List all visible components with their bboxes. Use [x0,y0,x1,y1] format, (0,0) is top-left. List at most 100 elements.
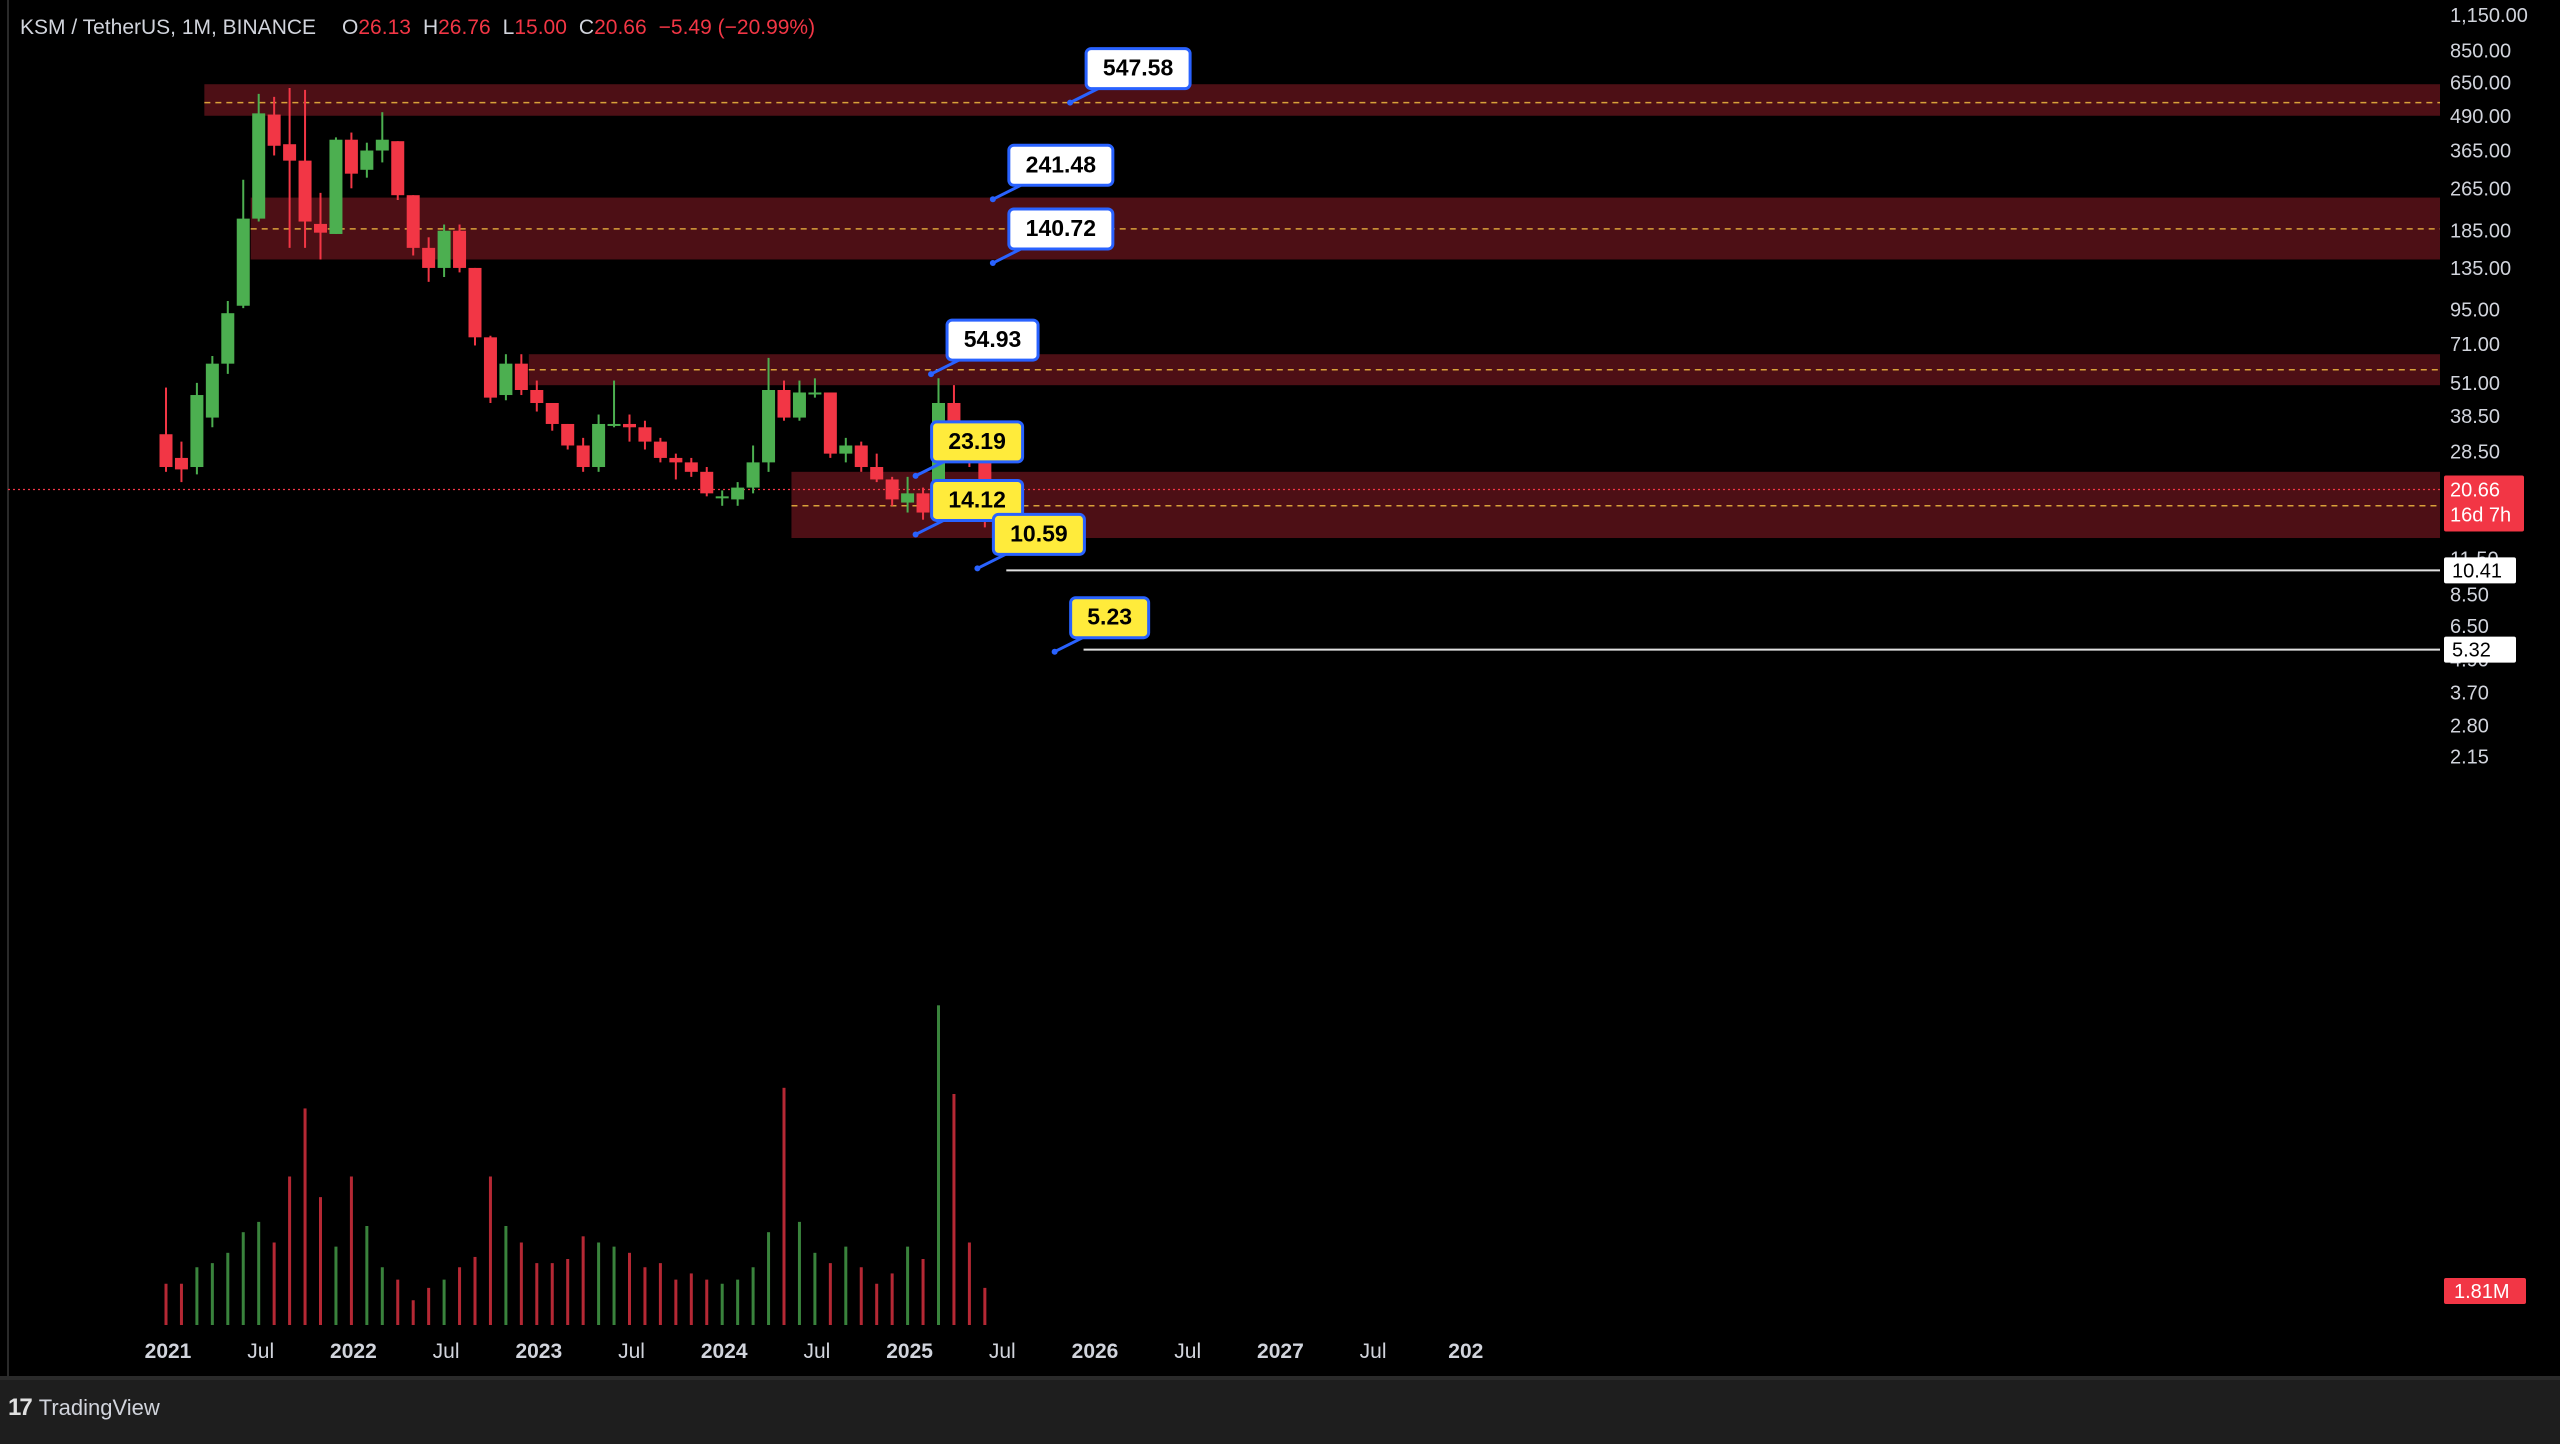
candle-body [576,445,590,468]
candle-body [885,479,899,500]
price-axis-tick: 28.50 [2450,442,2500,464]
price-axis-tick: 2.15 [2450,747,2489,769]
price-callout: 23.19 [912,420,1025,479]
candle [205,356,219,428]
candle [762,357,776,472]
candle-body [453,230,467,268]
candle [329,137,343,234]
callout-box [1069,596,1151,640]
price-chart[interactable]: 1,150.00 850.00 650.00 490.00 365.00 265.00 18… [0,0,2560,1376]
volume-bar [643,1267,647,1325]
current-price-label: 20.66 [2450,480,2500,502]
candle [885,476,899,506]
volume-bar [689,1273,693,1325]
volume-bar [241,1232,245,1325]
candle [375,112,389,163]
candle [468,267,482,346]
candle [792,380,806,421]
candle [576,437,590,472]
candle-body [777,390,791,418]
candle-body [344,139,358,174]
volume-bar [210,1263,214,1325]
time-axis-label: 2023 [515,1340,562,1363]
candle-body [700,471,714,494]
time-axis-label: Jul [1174,1340,1201,1363]
open-value: 26.13 [358,16,411,39]
price-line-label-text: 5.32 [2452,640,2491,662]
callout-label: 547.58 [1103,55,1174,81]
volume-badge-text: 1.81M [2454,1281,2510,1303]
volume-bar [396,1279,400,1325]
candle-body [653,441,667,458]
volume-bar [488,1176,492,1325]
candle-body [530,390,544,403]
volume-bar [195,1267,199,1325]
candle-body [561,423,575,446]
candle [638,420,652,450]
callout-anchor [912,531,919,538]
volume-bar [349,1176,353,1325]
callout-label: 5.23 [1087,604,1132,630]
price-callout: 547.58 [1067,47,1192,106]
supply-demand-zone [250,197,2441,260]
candle [344,132,358,189]
symbol-legend: KSM / TetherUS, 1M, BINANCE O 26.13 H 26.7… [20,16,815,44]
candle-body [267,114,281,146]
candle-body [205,363,219,418]
time-axis-label: 2026 [1072,1340,1119,1363]
price-callout: 14.12 [912,478,1025,538]
volume-bar [782,1087,786,1325]
volume-bar [828,1263,832,1325]
current-price-badge-bg [2444,475,2524,532]
volume-bar [566,1259,570,1325]
volume-bar [658,1263,662,1325]
volume-badge: 1.81M [2444,1278,2526,1304]
volume-bar [179,1283,183,1325]
price-axis-tick: 95.00 [2450,299,2500,321]
candle-countdown-label: 16d 7h [2450,505,2511,527]
volume-bar [597,1242,601,1325]
time-axis-label: 2027 [1257,1340,1304,1363]
candle-body [607,423,621,426]
volume-bar [411,1300,415,1325]
time-axis-label: Jul [803,1340,830,1363]
price-line-label: 10.41 [2444,557,2516,584]
candle [870,453,884,483]
candle-body [329,139,343,234]
price-axis [2440,0,2560,1376]
volume-bar [288,1176,292,1325]
high-value: 26.76 [438,16,491,39]
candle [236,179,250,309]
candle [159,387,173,472]
symbol-name[interactable]: KSM / TetherUS, 1M, BINANCE [20,16,317,39]
volume-bar [859,1267,863,1325]
candle-body [360,150,374,170]
price-axis-tick: 850.00 [2450,41,2511,63]
callout-box [930,420,1025,464]
callout-anchor [1051,648,1058,655]
candle-body [406,195,420,248]
candle-body [792,392,806,418]
price-axis-tick: 365.00 [2450,141,2511,163]
volume-bar [720,1283,724,1325]
volume-bar [751,1267,755,1325]
candle [252,93,266,222]
footer-bar: 17 TradingView [0,1376,2560,1444]
callout-anchor [989,260,996,267]
tradingview-brand[interactable]: 17 TradingView [8,1394,160,1422]
candle [916,487,930,520]
time-axis-label: Jul [433,1340,460,1363]
time-axis-label: Jul [989,1340,1016,1363]
candle [314,192,327,260]
supply-demand-zone [204,84,2440,116]
volume-bar [334,1246,338,1325]
candle-body [190,395,204,468]
callout-anchor [1067,99,1074,106]
candle-body [623,423,636,428]
volume-bar [736,1279,740,1325]
price-line-label: 5.32 [2444,636,2516,663]
time-axis-label: Jul [1360,1340,1387,1363]
change-value: −5.49 (−20.99%) [658,16,816,39]
volume-bar [550,1263,554,1325]
volume-bar [458,1267,462,1325]
